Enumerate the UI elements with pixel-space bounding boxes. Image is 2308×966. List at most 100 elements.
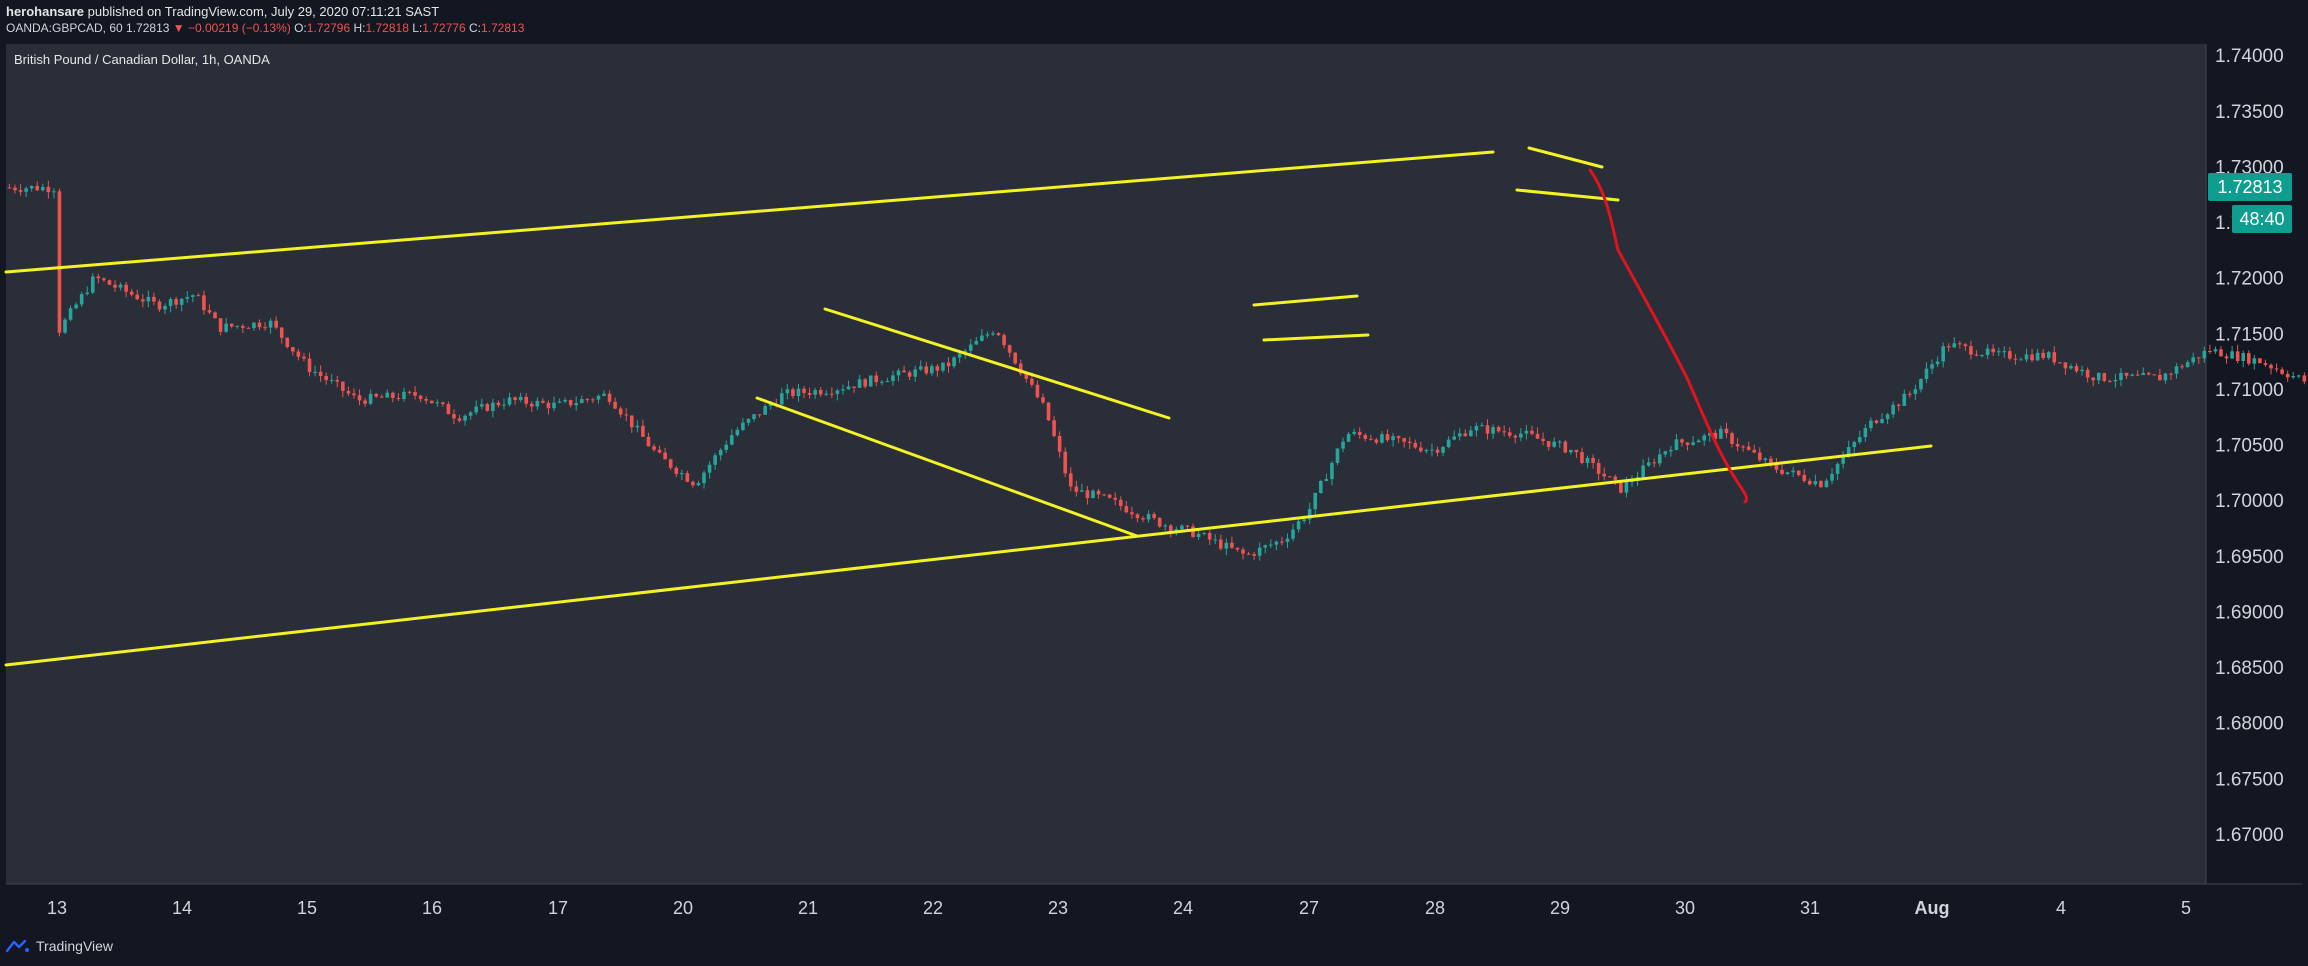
candle-body (557, 401, 562, 403)
countdown-value: 48:40 (2239, 209, 2284, 229)
candle-body (1852, 442, 1857, 448)
candle-body (2008, 351, 2012, 359)
candle-body (185, 296, 190, 299)
candle-body (1374, 439, 1379, 443)
candle-body (1457, 433, 1462, 437)
candle-body (496, 402, 501, 406)
candle-body (2058, 362, 2062, 364)
candle-body (918, 366, 923, 370)
candle-body (1491, 427, 1495, 434)
y-tick-label: 1.67000 (2215, 825, 2284, 846)
candle-body (424, 399, 428, 401)
candle-body (1130, 512, 1134, 515)
candle-body (2169, 373, 2173, 375)
candle-body (2013, 358, 2018, 360)
candle-body (1963, 344, 1968, 347)
candle-body (807, 392, 812, 395)
candle-body (1168, 525, 1173, 532)
candle-body (1146, 514, 1151, 520)
candle-body (1080, 490, 1084, 492)
candle-body (1824, 480, 1829, 488)
candle-body (491, 402, 495, 411)
candle-body (1780, 469, 1784, 474)
candle-body (713, 455, 717, 465)
candle-body (357, 395, 362, 401)
candle-body (1980, 355, 1984, 357)
candle-body (2302, 375, 2307, 382)
candle-body (335, 380, 340, 382)
candle-body (1908, 393, 1912, 395)
tradingview-logo-icon (6, 939, 29, 953)
chart-pane[interactable] (6, 44, 2206, 884)
candle-body (1796, 470, 1801, 475)
candle-body (2119, 372, 2123, 380)
candle-body (1813, 481, 1818, 485)
candle-body (418, 395, 423, 400)
candle-body (2191, 357, 2196, 363)
candle-body (296, 351, 301, 357)
candle-body (1530, 430, 1534, 434)
candle-body (1480, 425, 1484, 427)
candle-body (1202, 532, 1206, 534)
last-price: 1.72813 (126, 21, 170, 35)
candle-body (1607, 476, 1612, 478)
candle-body (824, 393, 829, 395)
tradingview-logo[interactable]: TradingView (6, 938, 113, 954)
candle-body (2241, 353, 2246, 362)
candle-body (2158, 374, 2162, 381)
candle-body (2074, 366, 2079, 372)
candle-body (635, 425, 640, 428)
countdown-tag-bg (2232, 205, 2292, 233)
candle-body (602, 393, 606, 396)
candle-body (935, 366, 940, 371)
candle-body (1196, 533, 1201, 538)
candle-body (285, 337, 290, 348)
candle-body (2052, 352, 2057, 363)
candle-body (613, 401, 617, 409)
time-axis[interactable] (6, 884, 2302, 926)
candle-body (2080, 369, 2084, 372)
candle-body (1463, 433, 1468, 437)
candle-body (1335, 448, 1340, 463)
author-name[interactable]: herohansare (6, 4, 85, 19)
candle-body (1669, 449, 1673, 452)
candle-body (1696, 440, 1701, 443)
candle-body (113, 284, 117, 288)
candle-body (1307, 509, 1312, 520)
x-tick-label: 14 (172, 898, 192, 918)
candle-body (780, 393, 784, 405)
candle-body (2246, 353, 2251, 364)
candle-body (1163, 525, 1168, 527)
candle-body (218, 318, 223, 332)
candle-body (857, 379, 862, 388)
candle-body (46, 186, 51, 193)
x-tick-label: 15 (297, 898, 317, 918)
candle-body (2202, 351, 2207, 359)
candle-body (2024, 354, 2029, 360)
candle-body (1691, 442, 1695, 445)
y-tick-label: 1.73500 (2215, 102, 2284, 123)
falling-wedge-upper-line (823, 307, 1171, 420)
candle-body (1602, 473, 1607, 477)
candle-body (1646, 462, 1651, 466)
x-axis-labels: 13 14 15 16 17 20 21 22 23 24 27 28 29 30 31 Aug 4 5 (47, 898, 2191, 918)
y-tick-label: 1.68000 (2215, 714, 2284, 735)
candle-body (29, 185, 34, 189)
candle-body (2113, 379, 2118, 382)
candle-body (2252, 358, 2257, 364)
open-value: 1.72796 (306, 21, 351, 35)
candle-body (1118, 499, 1123, 507)
candle-body (307, 358, 312, 372)
candle-body (241, 325, 245, 328)
candle-body (463, 415, 467, 421)
candle-body (1791, 470, 1795, 473)
candle-body (2124, 372, 2129, 376)
candle-body (1919, 378, 1923, 390)
publish-header: herohansare published on TradingView.com… (6, 3, 439, 20)
candle-body (1952, 343, 1957, 348)
candle-body (707, 464, 712, 473)
candle-body (785, 389, 790, 394)
candle-body (830, 393, 834, 395)
candle-body (79, 293, 84, 305)
